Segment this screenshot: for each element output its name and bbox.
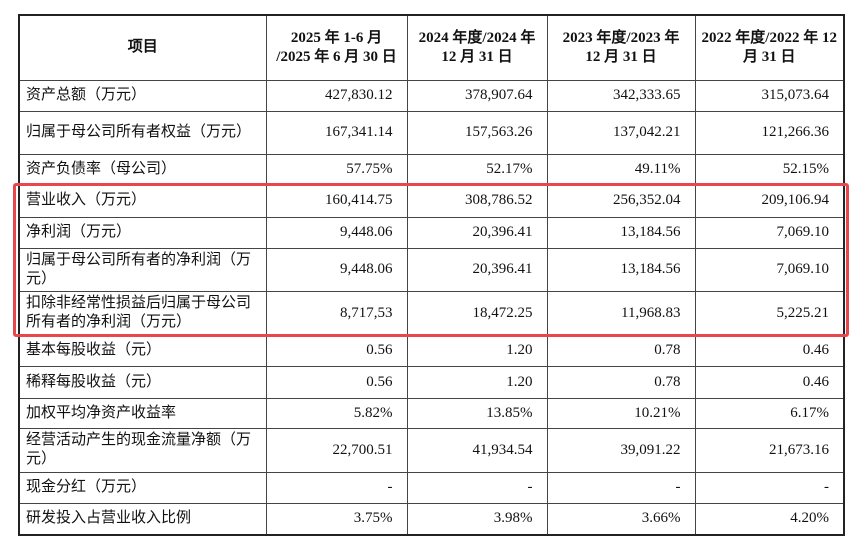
cell-value: 0.46 [694,365,845,399]
table-row: 研发投入占营业收入比例 3.75% 3.98% 3.66% 4.20% [18,502,845,536]
financial-summary-table: 项目 2025 年 1-6 月 /2025 年 6 月 30 日 2024 年度… [18,14,845,536]
cell-value: 13,184.56 [546,247,696,292]
cell-value: 20,396.41 [406,247,548,292]
cell-value: 3.75% [265,502,408,536]
cell-value: 209,106.94 [694,183,845,218]
cell-value: 10.21% [546,397,696,429]
cell-value: 342,333.65 [546,79,696,112]
cell-value: 3.98% [406,502,548,536]
table-row: 现金分红（万元） - - - - [18,471,845,504]
table-row: 扣除非经常性损益后归属于母公司所有者的净利润（万元） 8,717,53 18,472… [18,290,845,336]
cell-value: 137,042.21 [546,110,696,155]
cell-value: 7,069.10 [694,247,845,292]
table-row: 经营活动产生的现金流量净额（万元） 22,700.51 41,934.54 39,09… [18,427,845,473]
table-row: 加权平均净资产收益率 5.82% 13.85% 10.21% 6.17% [18,397,845,429]
row-label: 资产负债率（母公司） [18,153,267,185]
table-row: 归属于母公司所有者的净利润（万元） 9,448.06 20,396.41 13,184… [18,247,845,292]
cell-value: 6.17% [694,397,845,429]
cell-value: 0.46 [694,334,845,367]
cell-value: - [546,471,696,504]
cell-value: 9,448.06 [265,247,408,292]
row-label: 稀释每股收益（元） [18,365,267,399]
cell-value: 9,448.06 [265,216,408,249]
cell-value: 20,396.41 [406,216,548,249]
cell-value: - [694,471,845,504]
header-2022: 2022 年度/2022 年 12 月 31 日 [694,14,845,81]
cell-value: 13.85% [406,397,548,429]
cell-value: 427,830.12 [265,79,408,112]
header-2023: 2023 年度/2023 年 12 月 31 日 [546,14,696,81]
cell-value: 160,414.75 [265,183,408,218]
cell-value: 49.11% [546,153,696,185]
cell-value: 41,934.54 [406,427,548,473]
cell-value: 167,341.14 [265,110,408,155]
cell-value: 3.66% [546,502,696,536]
cell-value: 8,717,53 [265,290,408,336]
cell-value: - [406,471,548,504]
header-2024: 2024 年度/2024 年 12 月 31 日 [406,14,548,81]
cell-value: 5.82% [265,397,408,429]
header-2025h1: 2025 年 1-6 月 /2025 年 6 月 30 日 [265,14,408,81]
row-label: 研发投入占营业收入比例 [18,502,267,536]
header-row: 项目 2025 年 1-6 月 /2025 年 6 月 30 日 2024 年度… [18,14,845,81]
cell-value: 0.56 [265,334,408,367]
table-row: 基本每股收益（元） 0.56 1.20 0.78 0.46 [18,334,845,367]
cell-value: 22,700.51 [265,427,408,473]
cell-value: 308,786.52 [406,183,548,218]
row-label: 净利润（万元） [18,216,267,249]
cell-value: 52.15% [694,153,845,185]
table-row: 稀释每股收益（元） 0.56 1.20 0.78 0.46 [18,365,845,399]
cell-value: 121,266.36 [694,110,845,155]
table-row: 资产总额（万元） 427,830.12 378,907.64 342,333.65 31… [18,79,845,112]
cell-value: 256,352.04 [546,183,696,218]
cell-value: 13,184.56 [546,216,696,249]
row-label: 加权平均净资产收益率 [18,397,267,429]
cell-value: 18,472.25 [406,290,548,336]
cell-value: 4.20% [694,502,845,536]
cell-value: 1.20 [406,365,548,399]
row-label: 归属于母公司所有者的净利润（万元） [18,247,267,292]
cell-value: 315,073.64 [694,79,845,112]
row-label: 扣除非经常性损益后归属于母公司所有者的净利润（万元） [18,290,267,336]
cell-value: 157,563.26 [406,110,548,155]
cell-value: 0.56 [265,365,408,399]
row-label: 资产总额（万元） [18,79,267,112]
cell-value: 52.17% [406,153,548,185]
cell-value: 11,968.83 [546,290,696,336]
cell-value: 57.75% [265,153,408,185]
row-label: 归属于母公司所有者权益（万元） [18,110,267,155]
cell-value: 5,225.21 [694,290,845,336]
cell-value: 7,069.10 [694,216,845,249]
table-row: 净利润（万元） 9,448.06 20,396.41 13,184.56 7,069.1… [18,216,845,249]
table-row: 营业收入（万元） 160,414.75 308,786.52 256,352.04 20… [18,183,845,218]
row-label: 现金分红（万元） [18,471,267,504]
row-label: 经营活动产生的现金流量净额（万元） [18,427,267,473]
cell-value: - [265,471,408,504]
cell-value: 378,907.64 [406,79,548,112]
cell-value: 0.78 [546,334,696,367]
row-label: 基本每股收益（元） [18,334,267,367]
row-label: 营业收入（万元） [18,183,267,218]
cell-value: 21,673.16 [694,427,845,473]
table-row: 资产负债率（母公司） 57.75% 52.17% 49.11% 52.15% [18,153,845,185]
table-row: 归属于母公司所有者权益（万元） 167,341.14 157,563.26 137,0… [18,110,845,155]
cell-value: 39,091.22 [546,427,696,473]
cell-value: 1.20 [406,334,548,367]
header-item: 项目 [18,14,267,81]
cell-value: 0.78 [546,365,696,399]
